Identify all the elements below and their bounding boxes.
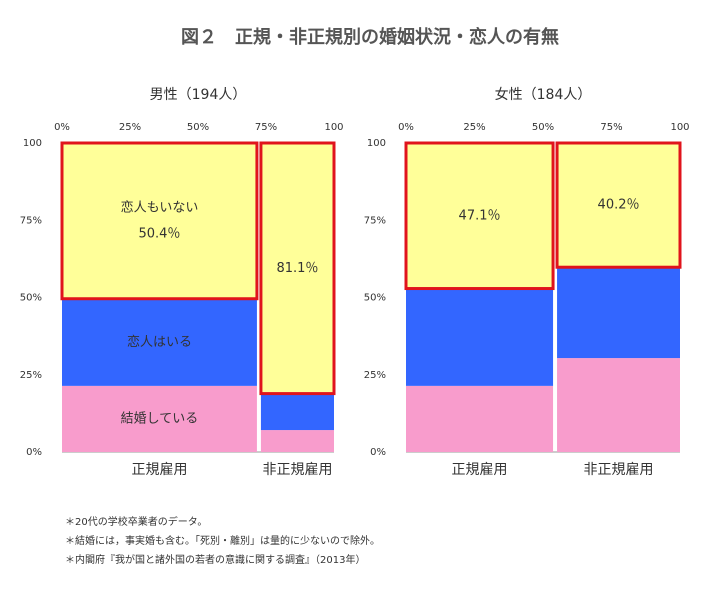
y-tick-label: 50% (20, 293, 42, 304)
note: ＊20代の学校卒業者のデータ。 (65, 515, 207, 528)
note: ＊結婚には，事実婚も含む。「死別・離別」は量的に少ないので除外。 (65, 534, 380, 547)
note: ＊内閣府『我が国と諸外国の若者の意識に関する調査』（2013年） (65, 553, 365, 566)
x-tick-label: 100 (324, 122, 343, 133)
x-category-label: 正規雇用 (131, 461, 187, 478)
segment (406, 288, 554, 386)
x-tick-label: 75% (255, 122, 277, 133)
segment (260, 430, 334, 452)
x-category-label: 非正規雇用 (262, 461, 332, 478)
x-tick-label: 0% (54, 122, 70, 133)
segment (406, 385, 554, 452)
x-tick-label: 50% (532, 122, 554, 133)
panel-title: 男性（194人） (150, 87, 247, 103)
panel-title: 女性（184人） (495, 86, 592, 103)
segment (260, 393, 334, 431)
segment (62, 385, 257, 452)
segment (557, 267, 680, 359)
x-tick-label: 50% (187, 122, 209, 133)
y-tick-label: 50% (364, 293, 386, 304)
segment (404, 141, 555, 291)
y-tick-label: 75% (20, 215, 42, 226)
data-label: 50.4％ (138, 226, 180, 241)
y-tick-label: 75% (364, 215, 386, 226)
data-label: 40.2％ (598, 198, 640, 213)
segment (60, 141, 259, 301)
page-title: 図２ 正規・非正規別の婚姻状況・恋人の有無 (181, 26, 559, 48)
segment-name: 恋人もいない (121, 199, 199, 215)
data-label: 47.1％ (459, 208, 501, 223)
x-tick-label: 25% (463, 122, 485, 133)
y-tick-label: 0% (26, 447, 42, 458)
y-tick-label: 100 (367, 138, 386, 149)
segment (259, 141, 336, 396)
y-tick-label: 25% (364, 370, 386, 381)
y-tick-label: 25% (20, 370, 42, 381)
segment (557, 358, 680, 452)
x-tick-label: 0% (398, 122, 414, 133)
x-category-label: 非正規雇用 (584, 461, 654, 478)
y-tick-label: 100 (23, 138, 42, 149)
x-tick-label: 75% (600, 122, 622, 133)
segment-name: 結婚している (121, 411, 199, 426)
segment-name: 恋人はいる (127, 334, 192, 350)
data-label: 81.1％ (276, 261, 318, 276)
x-tick-label: 25% (119, 122, 141, 133)
x-tick-label: 100 (670, 122, 689, 133)
y-tick-label: 0% (370, 447, 386, 458)
segment (555, 141, 682, 269)
segment (62, 298, 257, 386)
x-category-label: 正規雇用 (452, 461, 508, 478)
